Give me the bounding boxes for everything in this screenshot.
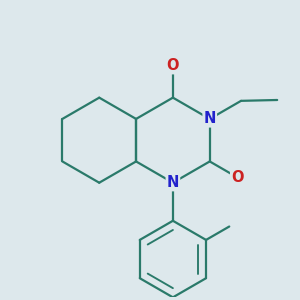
Text: N: N bbox=[167, 175, 179, 190]
Text: N: N bbox=[203, 111, 216, 126]
Text: O: O bbox=[167, 58, 179, 73]
Text: O: O bbox=[231, 170, 244, 185]
